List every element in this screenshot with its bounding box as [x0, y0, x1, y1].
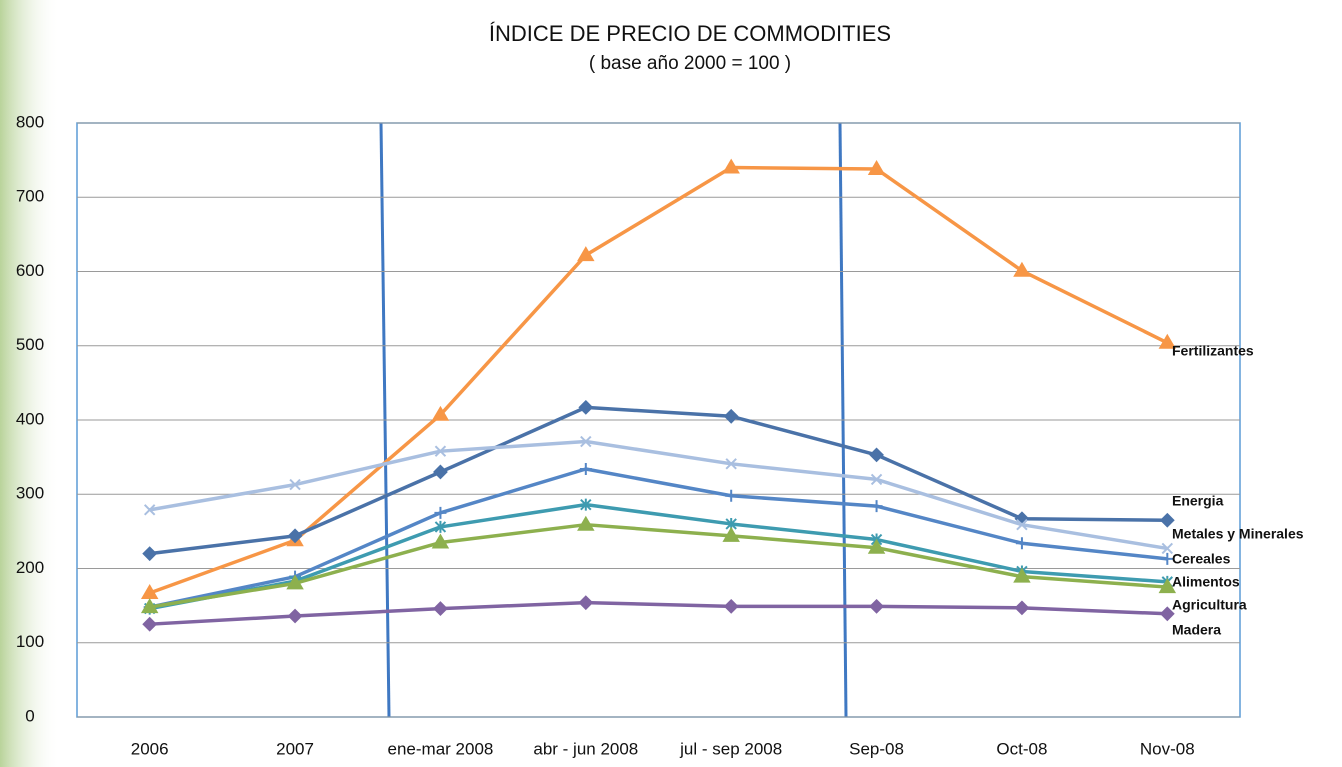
marker — [1161, 542, 1174, 555]
marker — [723, 598, 739, 614]
y-tick-label: 400 — [16, 409, 44, 428]
marker — [142, 616, 158, 632]
x-tick-label: Nov-08 — [1140, 739, 1195, 758]
marker — [580, 498, 592, 511]
marker — [434, 445, 447, 457]
marker — [142, 546, 158, 562]
marker — [1016, 518, 1028, 531]
x-tick-label: 2007 — [276, 739, 314, 758]
marker — [578, 399, 594, 415]
y-tick-label: 800 — [16, 112, 44, 131]
marker — [579, 463, 592, 476]
series-line — [149, 522, 1168, 609]
x-tick-label: abr - jun 2008 — [533, 739, 638, 758]
y-tick-label: 300 — [16, 484, 44, 503]
x-tick-label: jul - sep 2008 — [679, 739, 782, 758]
series-line — [149, 405, 1168, 556]
y-tick-label: 200 — [16, 558, 44, 577]
series-label: Madera — [1172, 622, 1221, 638]
marker — [869, 447, 884, 463]
series-label: Metales y Minerales — [1172, 526, 1304, 542]
marker — [1013, 261, 1031, 277]
marker — [434, 506, 447, 519]
marker — [1159, 606, 1175, 622]
series-line — [149, 165, 1169, 595]
series-line — [149, 502, 1168, 611]
y-tick-label: 100 — [16, 632, 44, 651]
marker — [1014, 600, 1030, 616]
marker — [870, 473, 883, 486]
chart-title: ÍNDICE DE PRECIO DE COMMODITIES — [489, 21, 891, 46]
series-line — [149, 600, 1168, 626]
marker — [1158, 578, 1177, 594]
x-tick-label: ene-mar 2008 — [388, 739, 494, 758]
marker — [287, 608, 303, 624]
series-line — [149, 467, 1168, 609]
marker — [289, 478, 301, 491]
chart-subtitle: ( base año 2000 = 100 ) — [589, 53, 791, 74]
marker — [725, 489, 738, 502]
series-label: Alimentos — [1172, 574, 1240, 590]
marker — [286, 574, 304, 590]
marker — [1015, 537, 1028, 550]
y-tick-label: 700 — [16, 187, 44, 206]
marker — [577, 515, 595, 531]
series-label: Agricultura — [1172, 597, 1247, 613]
marker — [1013, 567, 1031, 583]
marker — [722, 526, 740, 542]
marker — [431, 405, 450, 421]
marker — [722, 158, 740, 174]
marker — [140, 584, 159, 600]
series-label: Fertilizantes — [1172, 343, 1254, 359]
marker — [869, 598, 884, 614]
marker — [1161, 552, 1174, 565]
y-tick-label: 500 — [16, 335, 44, 354]
marker — [870, 500, 883, 513]
marker — [725, 458, 737, 470]
marker — [434, 520, 447, 533]
marker — [1158, 333, 1177, 349]
marker — [723, 408, 739, 424]
marker — [867, 160, 886, 176]
marker — [580, 435, 592, 448]
marker — [287, 528, 303, 544]
marker — [143, 504, 156, 516]
y-tick-label: 0 — [25, 706, 34, 725]
x-tick-label: Oct-08 — [996, 739, 1047, 758]
background-edge — [0, 0, 60, 767]
marker — [433, 601, 448, 617]
x-tick-label: Sep-08 — [849, 739, 904, 758]
series-label: Cereales — [1172, 551, 1231, 567]
marker — [431, 533, 450, 549]
x-tick-label: 2006 — [131, 739, 169, 758]
marker — [433, 464, 448, 480]
marker — [1159, 512, 1175, 528]
y-tick-label: 600 — [16, 261, 44, 280]
marker — [140, 598, 159, 614]
series-line — [149, 439, 1168, 551]
marker — [578, 595, 594, 611]
series-label: Energia — [1172, 493, 1224, 509]
marker — [867, 538, 886, 554]
marker — [577, 246, 595, 262]
